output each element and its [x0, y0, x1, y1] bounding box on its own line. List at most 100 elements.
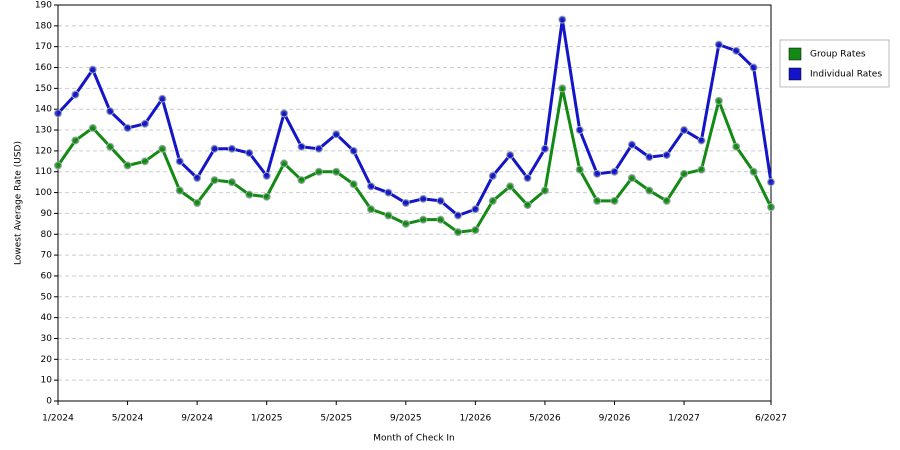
data-point — [488, 171, 497, 180]
data-point — [419, 215, 428, 224]
y-tick-label: 120 — [35, 146, 52, 156]
y-tick-label: 110 — [35, 167, 52, 177]
data-point — [262, 171, 271, 180]
data-point — [714, 40, 723, 49]
data-point — [488, 196, 497, 205]
y-tick-label: 50 — [41, 292, 53, 302]
y-tick-label: 100 — [35, 188, 52, 198]
data-point — [280, 109, 289, 118]
y-tick-label: 40 — [41, 313, 53, 323]
data-point — [210, 144, 219, 153]
data-point — [680, 169, 689, 178]
data-point — [697, 136, 706, 145]
data-point — [401, 219, 410, 228]
data-point — [193, 199, 202, 207]
data-point — [610, 196, 619, 205]
y-axis-label: Lowest Average Rate (USD) — [14, 141, 24, 265]
data-point — [627, 140, 636, 149]
data-point — [749, 167, 758, 176]
y-tick-label: 180 — [35, 21, 52, 31]
data-point — [245, 190, 254, 199]
x-tick-label: 1/2027 — [668, 414, 700, 424]
data-point — [453, 228, 462, 237]
data-point — [558, 84, 567, 93]
x-tick-label: 5/2025 — [320, 414, 352, 424]
data-point — [767, 178, 775, 187]
data-point — [419, 194, 428, 203]
y-tick-label: 140 — [35, 105, 52, 115]
data-point — [680, 126, 689, 135]
data-point — [645, 153, 654, 162]
data-point — [349, 180, 358, 189]
data-point — [227, 178, 236, 187]
data-point — [158, 94, 167, 103]
data-point — [349, 146, 358, 155]
data-point — [280, 159, 289, 168]
data-point — [262, 192, 271, 201]
data-point — [436, 215, 445, 224]
data-point — [71, 90, 80, 99]
plot-frame — [57, 4, 772, 402]
data-point — [175, 157, 184, 166]
y-tick-label: 60 — [41, 271, 53, 281]
data-point — [506, 151, 515, 160]
data-point — [54, 161, 62, 170]
data-point — [106, 142, 115, 151]
data-point — [749, 63, 758, 72]
data-point — [645, 186, 654, 195]
data-point — [367, 182, 376, 191]
data-point — [384, 188, 393, 197]
legend-label: Individual Rates — [810, 70, 882, 80]
data-point — [593, 196, 602, 205]
y-tick-label: 190 — [35, 1, 52, 11]
y-tick-label: 20 — [41, 355, 53, 365]
data-point — [471, 226, 480, 235]
data-point — [714, 96, 723, 105]
data-point — [575, 126, 584, 135]
y-tick-label: 0 — [46, 397, 52, 407]
legend-swatch — [788, 67, 802, 81]
data-point — [662, 151, 671, 160]
data-point — [506, 182, 515, 191]
data-point — [575, 165, 584, 174]
data-point — [384, 211, 393, 220]
data-point — [627, 173, 636, 182]
legend-swatch — [788, 47, 802, 61]
x-tick-label: 5/2026 — [529, 414, 561, 424]
data-point — [332, 167, 341, 176]
data-point — [314, 167, 323, 176]
x-tick-label: 9/2025 — [390, 414, 422, 424]
data-point — [540, 144, 549, 153]
data-point — [158, 144, 167, 153]
x-tick-label: 1/2024 — [42, 414, 74, 424]
y-tick-label: 80 — [41, 230, 53, 240]
data-point — [314, 144, 323, 153]
data-point — [123, 123, 132, 132]
y-tick-label: 90 — [41, 209, 53, 219]
data-point — [54, 109, 62, 118]
y-tick-label: 70 — [41, 251, 53, 261]
data-point — [297, 142, 306, 151]
data-point — [210, 176, 219, 185]
data-point — [88, 65, 97, 74]
y-tick-label: 160 — [35, 63, 52, 73]
y-tick-label: 130 — [35, 126, 52, 136]
data-point — [193, 173, 202, 182]
data-point — [523, 173, 532, 182]
data-point — [401, 199, 410, 207]
data-point — [71, 136, 80, 145]
data-point — [123, 161, 132, 170]
data-point — [471, 205, 480, 214]
data-point — [88, 123, 97, 132]
legend-label: Group Rates — [810, 50, 866, 60]
data-point — [558, 15, 567, 24]
data-point — [245, 148, 254, 157]
data-point — [767, 203, 775, 212]
data-point — [297, 176, 306, 185]
data-point — [732, 142, 741, 151]
data-point — [140, 119, 149, 128]
data-point — [523, 201, 532, 210]
y-tick-label: 30 — [41, 334, 53, 344]
x-axis-label: Month of Check In — [373, 434, 455, 444]
